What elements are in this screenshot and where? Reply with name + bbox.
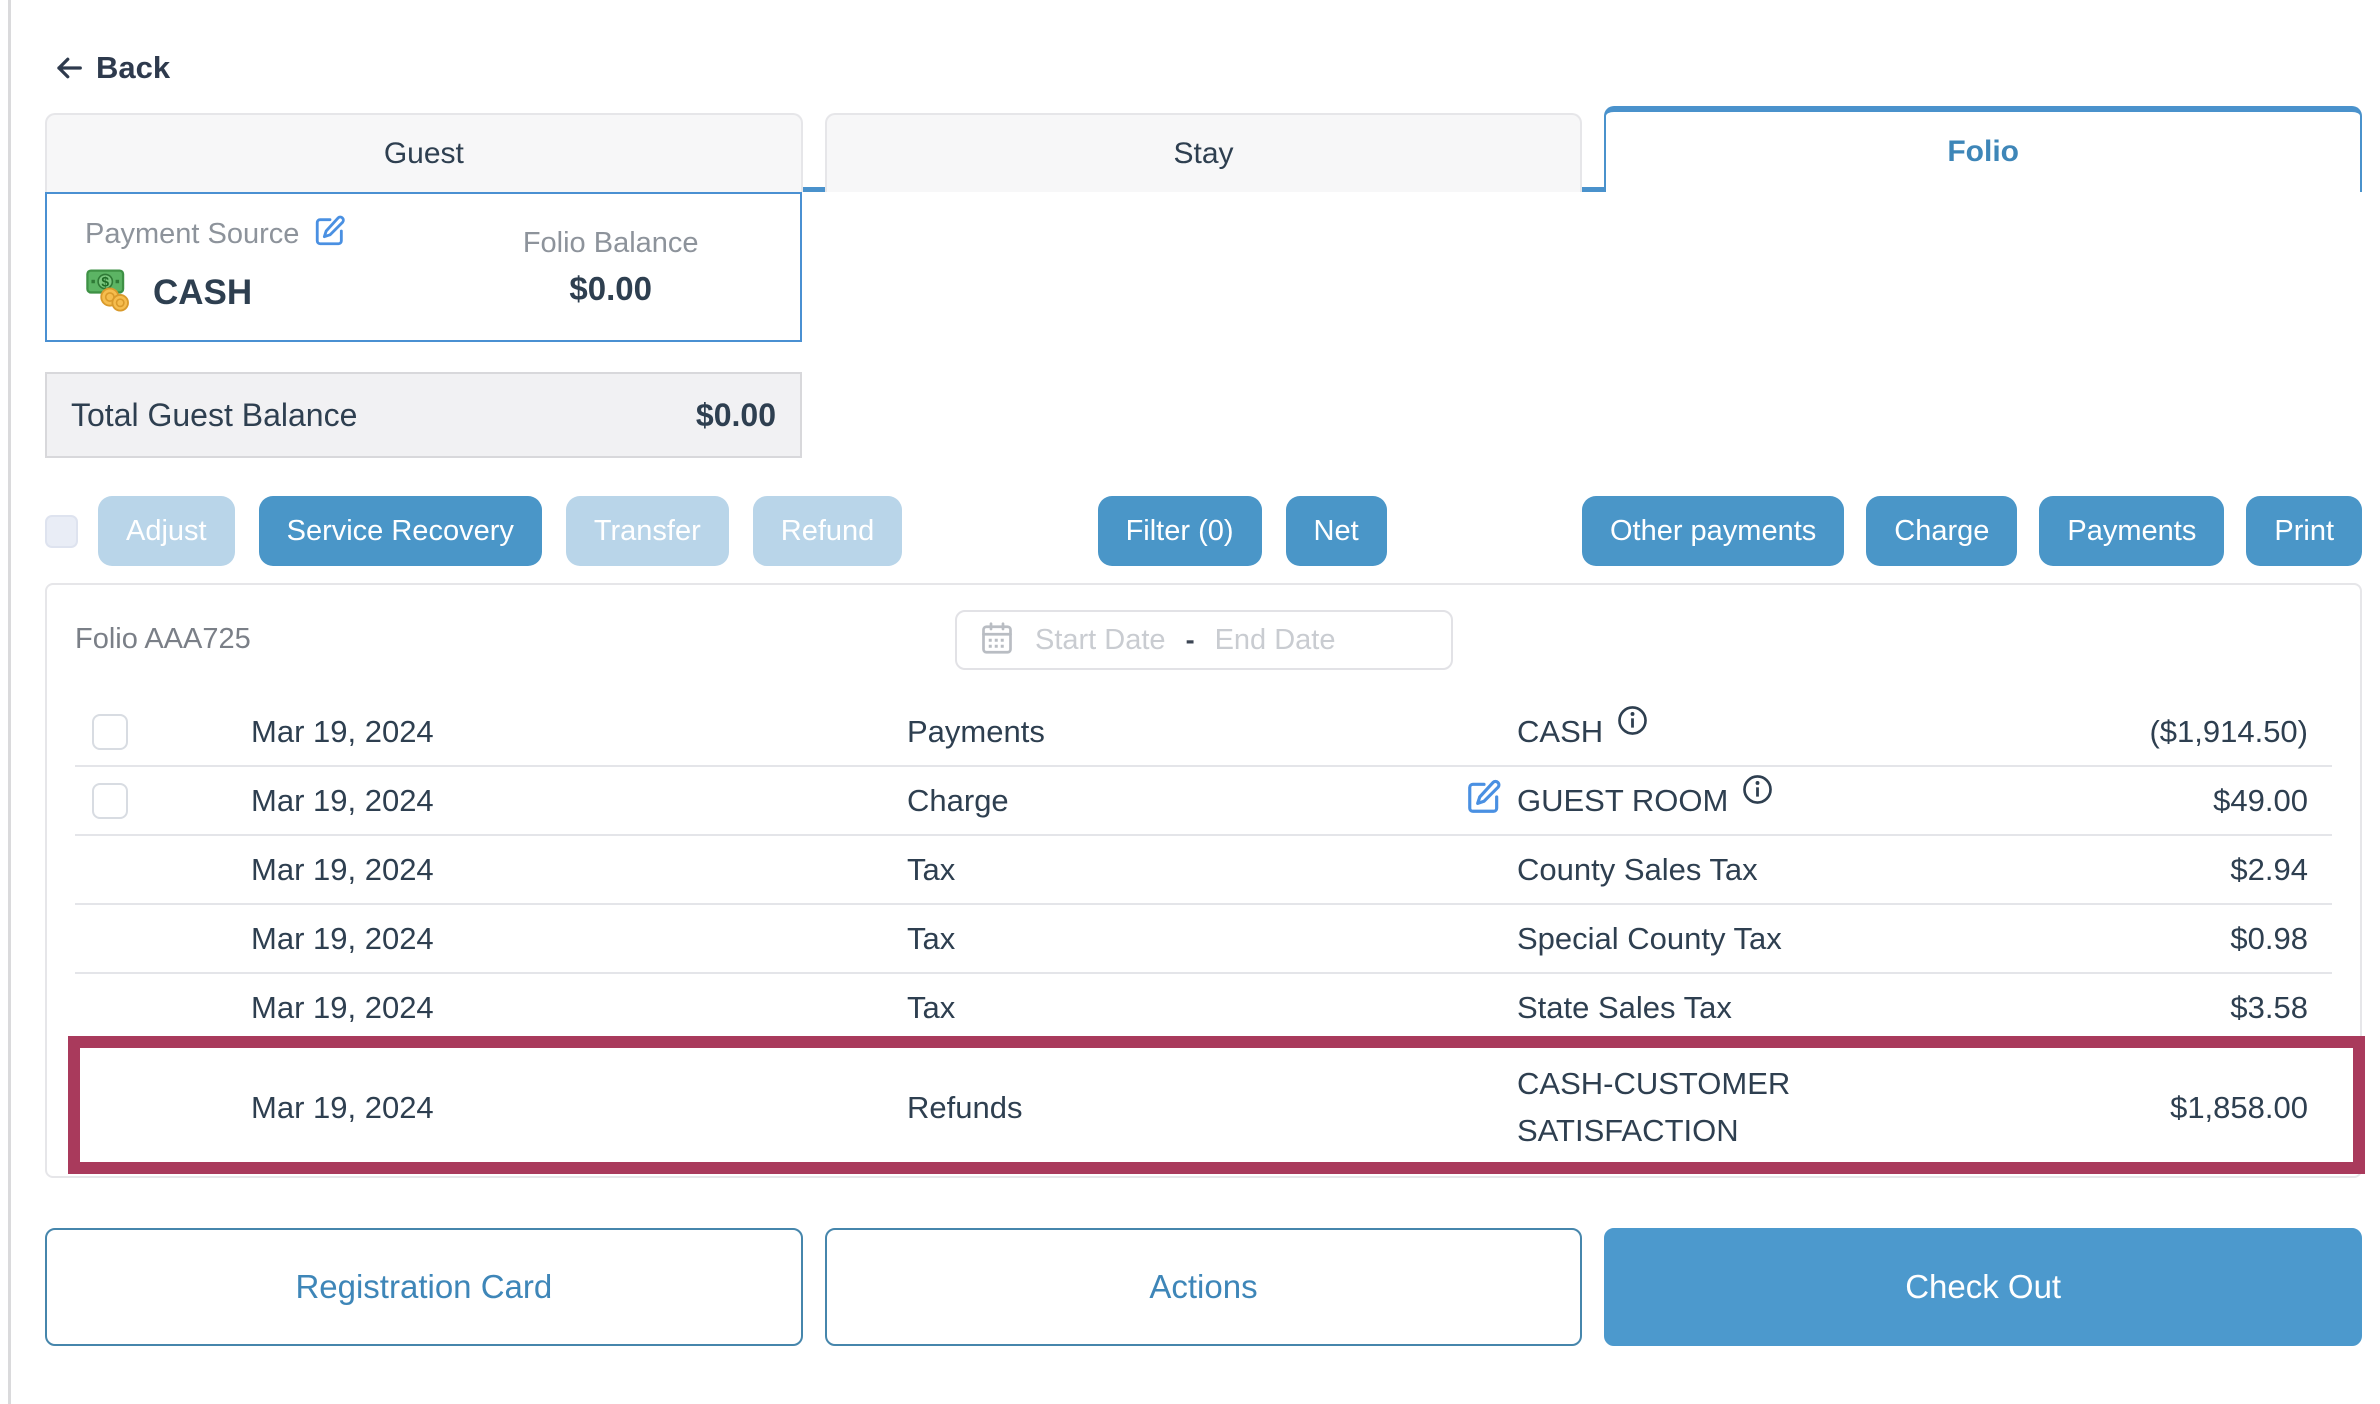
button-other-payments[interactable]: Other payments	[1581, 496, 1845, 566]
row-type: Refunds	[907, 1089, 1023, 1125]
row-date: Mar 19, 2024	[251, 713, 434, 749]
table-row: Mar 19, 2024 Refunds CASH-CUSTOMER SATISFA…	[47, 1043, 2360, 1172]
start-date-placeholder[interactable]: Start Date	[1035, 623, 1166, 656]
folio-toolbar: Adjust Service Recovery Transfer Refund Fil…	[45, 496, 2363, 566]
toolbar-middle-group: Filter (0) Net	[1097, 496, 1387, 566]
row-description: GUEST ROOM	[1417, 775, 1877, 824]
row-type: Tax	[907, 920, 956, 956]
button-service-recovery[interactable]: Service Recovery	[258, 496, 542, 566]
row-type: Tax	[907, 851, 956, 887]
total-guest-balance-label: Total Guest Balance	[71, 396, 358, 433]
payment-method-value: CASH	[153, 273, 253, 312]
row-description: State Sales Tax	[1517, 989, 1732, 1025]
folio-number-label: Folio AAA725	[75, 623, 251, 655]
row-divider	[75, 903, 2332, 905]
row-divider	[75, 765, 2332, 767]
row-date: Mar 19, 2024	[251, 989, 434, 1025]
button-transfer[interactable]: Transfer	[565, 496, 729, 566]
total-guest-balance-value: $0.00	[695, 396, 776, 433]
folio-table: Folio AAA725 Start Date -	[45, 583, 2365, 1178]
button-charge[interactable]: Charge	[1866, 496, 2018, 566]
toolbar-left-group: Adjust Service Recovery Transfer Refund	[98, 496, 903, 566]
row-checkbox[interactable]	[92, 713, 128, 750]
date-range-picker[interactable]: Start Date - End Date	[955, 610, 1453, 670]
row-type: Tax	[907, 989, 956, 1025]
row-description: County Sales Tax	[1517, 851, 1758, 887]
date-range-separator: -	[1185, 624, 1195, 655]
folio-balance-value: $0.00	[569, 269, 652, 307]
folio-page: Back Guest Stay Folio Payment Source	[45, 0, 2365, 1346]
table-row: Mar 19, 2024 Charge GUEST ROOM $49.00	[47, 767, 2360, 834]
toolbar-right-group: Other payments Charge Payments Print	[1581, 496, 2363, 566]
calendar-icon	[979, 619, 1015, 662]
tab-folio[interactable]: Folio	[1604, 106, 2363, 192]
cash-money-icon: $	[85, 266, 137, 321]
row-description: CASH	[1417, 706, 1877, 751]
end-date-placeholder[interactable]: End Date	[1214, 623, 1336, 656]
actions-button[interactable]: Actions	[824, 1228, 1583, 1346]
row-date: Mar 19, 2024	[251, 851, 434, 887]
edit-payment-source-icon[interactable]	[313, 214, 347, 256]
button-payments[interactable]: Payments	[2039, 496, 2225, 566]
footer-actions: Registration Card Actions Check Out	[45, 1228, 2362, 1346]
row-date: Mar 19, 2024	[251, 782, 434, 818]
button-refund[interactable]: Refund	[752, 496, 903, 566]
button-print[interactable]: Print	[2246, 496, 2363, 566]
button-adjust[interactable]: Adjust	[98, 496, 235, 566]
back-link[interactable]: Back	[52, 50, 170, 86]
tab-bar: Guest Stay Folio	[45, 106, 2363, 192]
row-date: Mar 19, 2024	[251, 1089, 434, 1125]
tab-guest[interactable]: Guest	[45, 113, 803, 192]
row-checkbox-cell	[47, 713, 202, 750]
row-divider	[75, 972, 2332, 974]
row-type: Charge	[907, 782, 1009, 818]
row-amount: $1,858.00	[2170, 1089, 2308, 1125]
row-type: Payments	[907, 713, 1045, 749]
button-net[interactable]: Net	[1285, 496, 1387, 566]
page-edge-line	[8, 0, 11, 1404]
check-out-button[interactable]: Check Out	[1604, 1228, 2362, 1346]
svg-text:$: $	[101, 274, 109, 289]
registration-card-button[interactable]: Registration Card	[45, 1228, 803, 1346]
back-arrow-icon	[52, 53, 86, 83]
info-icon[interactable]	[1617, 705, 1648, 744]
row-description: Special County Tax	[1517, 920, 1782, 956]
folio-balance-block: Folio Balance $0.00	[451, 227, 800, 308]
select-all-checkbox[interactable]	[45, 514, 78, 548]
row-amount: $2.94	[2230, 851, 2308, 887]
folio-balance-label: Folio Balance	[522, 226, 699, 259]
row-description: CASH-CUSTOMER SATISFACTION	[1517, 1066, 1791, 1148]
row-amount: ($1,914.50)	[2149, 713, 2308, 749]
payment-source-card: Payment Source $	[45, 192, 802, 342]
row-amount: $0.98	[2230, 920, 2308, 956]
table-row: Mar 19, 2024 Payments CASH ($1,914.50)	[47, 698, 2360, 765]
back-label: Back	[96, 50, 171, 85]
row-checkbox[interactable]	[92, 782, 128, 819]
table-row: Mar 19, 2024 Tax Special County Tax $0.98	[47, 905, 2360, 972]
table-row: Mar 19, 2024 Tax County Sales Tax $2.94	[47, 836, 2360, 903]
button-filter-0-[interactable]: Filter (0)	[1097, 496, 1262, 566]
row-checkbox-cell	[47, 782, 202, 819]
row-date: Mar 19, 2024	[251, 920, 434, 956]
row-divider	[75, 834, 2332, 836]
total-guest-balance-panel: Total Guest Balance $0.00	[45, 372, 802, 458]
row-amount: $3.58	[2230, 989, 2308, 1025]
payment-source-label: Payment Source	[85, 218, 300, 250]
tab-stay[interactable]: Stay	[824, 113, 1583, 192]
folio-table-header: Folio AAA725 Start Date -	[47, 585, 2360, 698]
row-amount: $49.00	[2213, 782, 2308, 818]
folio-rows: Mar 19, 2024 Payments CASH ($1,914.50) Mar 1…	[47, 698, 2360, 1172]
info-icon[interactable]	[1742, 774, 1773, 813]
edit-charge-icon[interactable]	[1465, 778, 1503, 824]
table-row: Mar 19, 2024 Tax State Sales Tax $3.58	[47, 974, 2360, 1041]
payment-source-block: Payment Source $	[85, 214, 451, 321]
